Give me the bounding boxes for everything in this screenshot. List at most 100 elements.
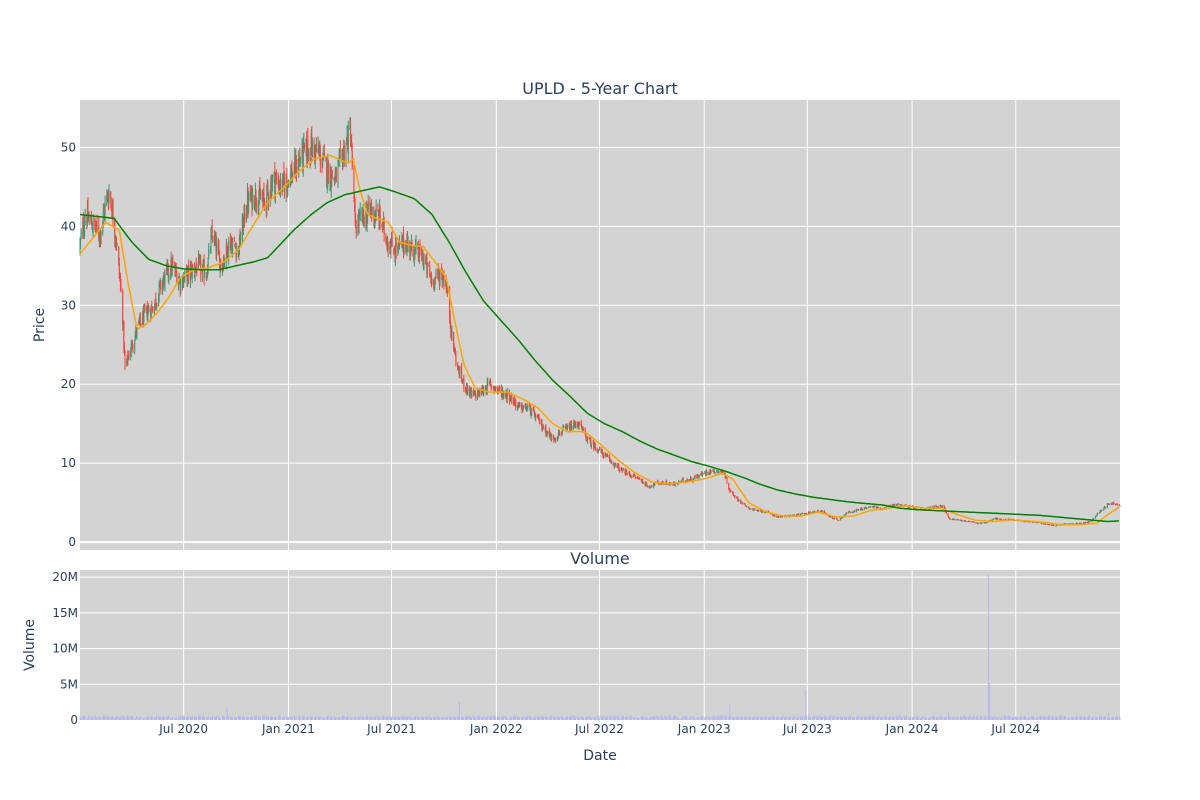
volume-bar xyxy=(664,716,666,720)
volume-bar xyxy=(578,717,580,720)
candle-body xyxy=(716,471,718,473)
candle-body xyxy=(772,514,774,515)
candle-body xyxy=(977,522,979,524)
candle-body xyxy=(878,507,880,508)
volume-bar xyxy=(191,716,193,720)
candle-body xyxy=(201,267,203,276)
candle-body xyxy=(593,441,595,449)
volume-bar xyxy=(252,717,254,720)
volume-y-tick-label: 0 xyxy=(70,713,78,727)
volume-bar xyxy=(792,717,794,720)
volume-bar xyxy=(979,715,981,720)
volume-bar xyxy=(845,717,847,720)
volume-bar xyxy=(889,717,891,720)
volume-bar xyxy=(721,715,723,720)
volume-bar xyxy=(733,717,735,720)
candle-body xyxy=(159,284,161,286)
volume-bar xyxy=(298,715,300,720)
candle-body xyxy=(680,481,682,483)
volume-bar xyxy=(1109,717,1111,720)
candle-body xyxy=(1069,523,1071,525)
candle-body xyxy=(600,448,602,453)
candle-body xyxy=(512,399,514,405)
volume-bar xyxy=(341,715,343,720)
volume-bar xyxy=(805,690,807,720)
x-tick-label: Jan 2022 xyxy=(469,722,523,736)
volume-bar xyxy=(981,716,983,720)
candle-body xyxy=(262,192,264,201)
volume-bar xyxy=(686,715,688,720)
candle-body xyxy=(1087,521,1089,524)
candle-body xyxy=(1048,524,1050,526)
candle-body xyxy=(467,388,469,393)
volume-bar xyxy=(937,718,939,720)
candle-body xyxy=(844,514,846,516)
candle-body xyxy=(985,522,987,524)
candle-body xyxy=(782,516,784,518)
volume-bar xyxy=(1011,716,1013,720)
volume-bar xyxy=(112,716,114,720)
volume-bar xyxy=(672,716,674,720)
candle-body xyxy=(698,475,700,479)
candle-body xyxy=(728,483,730,489)
volume-bar xyxy=(338,716,340,720)
volume-bar xyxy=(369,716,371,720)
candle-body xyxy=(831,516,833,519)
volume-bar xyxy=(1063,717,1065,720)
volume-bar xyxy=(1080,715,1082,720)
candle-body xyxy=(961,519,963,522)
candle-body xyxy=(159,280,161,283)
candle-body xyxy=(1028,521,1030,523)
candle-body xyxy=(913,508,915,509)
volume-bar xyxy=(661,715,663,720)
volume-bar xyxy=(449,715,451,720)
candle-body xyxy=(1023,521,1025,523)
candle-body xyxy=(754,508,756,510)
candle-body xyxy=(578,422,580,424)
volume-bar xyxy=(337,718,339,720)
candle-body xyxy=(355,227,357,234)
candle-body xyxy=(509,400,511,402)
candle-body xyxy=(664,484,666,485)
candle-body xyxy=(446,284,448,294)
candle-body xyxy=(1095,516,1097,519)
volume-bar xyxy=(1053,718,1055,720)
candle-body xyxy=(626,473,628,475)
volume-bar xyxy=(662,718,664,720)
candle-body xyxy=(550,436,552,441)
candle-body xyxy=(489,381,491,383)
volume-bar xyxy=(995,717,997,720)
candle-body xyxy=(429,276,431,278)
volume-bar xyxy=(804,715,806,720)
candle-body xyxy=(589,438,591,440)
candle-body xyxy=(445,280,447,286)
candle-body xyxy=(289,180,291,187)
volume-bar xyxy=(84,715,86,720)
candle-body xyxy=(307,138,309,158)
volume-bar xyxy=(989,682,991,720)
candle-body xyxy=(628,472,630,474)
candle-body xyxy=(1032,522,1034,524)
volume-bar xyxy=(991,715,993,720)
volume-bar xyxy=(536,717,538,720)
volume-bar xyxy=(135,718,137,720)
candle-body xyxy=(443,276,445,286)
volume-bar xyxy=(90,716,92,720)
candle-body xyxy=(494,386,496,389)
volume-bar xyxy=(633,718,635,720)
volume-bar xyxy=(666,718,668,720)
volume-bar xyxy=(486,717,488,720)
volume-bar xyxy=(103,715,105,720)
volume-bar xyxy=(459,717,461,720)
volume-bar xyxy=(669,718,671,720)
candle-body xyxy=(746,506,748,508)
candle-body xyxy=(1072,523,1074,525)
volume-bar xyxy=(900,716,902,720)
volume-bar xyxy=(732,716,734,720)
volume-bar xyxy=(1060,716,1062,720)
candle-body xyxy=(462,378,464,381)
volume-bar xyxy=(999,715,1001,720)
volume-bar xyxy=(821,718,823,720)
candle-body xyxy=(470,389,472,396)
candle-body xyxy=(139,316,141,322)
